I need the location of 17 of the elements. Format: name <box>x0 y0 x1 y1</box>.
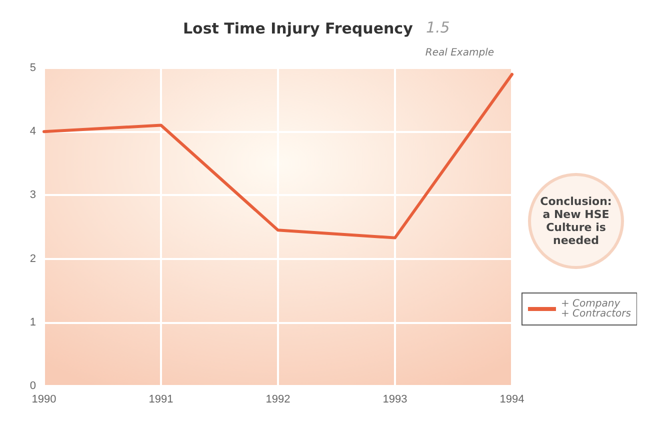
y-tick-label: 4 <box>30 126 36 138</box>
x-tick-label: 1990 <box>32 394 56 406</box>
y-tick-label: 5 <box>30 62 36 74</box>
x-tick-label: 1992 <box>266 394 290 406</box>
legend-label: + Company + Contractors <box>560 298 631 320</box>
y-tick-label: 2 <box>30 252 36 265</box>
y-tick-label: 1 <box>30 316 36 328</box>
x-tick-label: 1991 <box>148 394 174 406</box>
chart-title: Lost Time Injury Frequency <box>183 20 414 38</box>
x-tick-label: 1994 <box>500 394 524 406</box>
line-series <box>42 72 514 240</box>
x-tick-label: 1993 <box>382 394 408 406</box>
circle-badge: Conclusion: a New HSE Culture is needed <box>528 173 624 269</box>
y-tick-label: 0 <box>30 380 36 392</box>
y-tick-label: 3 <box>30 189 36 202</box>
text: Real Example <box>425 48 494 58</box>
text: 1.5 <box>426 18 450 36</box>
